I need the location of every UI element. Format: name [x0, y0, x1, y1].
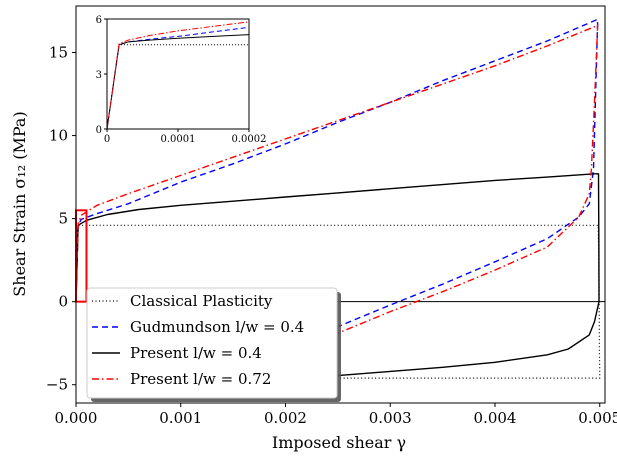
legend-label-gudmundson-l-w-0-4: Gudmundson l/w = 0.4: [130, 318, 304, 336]
x-tick-label: 0.005: [578, 409, 617, 427]
series-line-gudmundson-l-w-0-4: [75, 18, 599, 328]
y-tick-label: 0: [58, 293, 68, 311]
inset-y-axis-ticks: 0 3 6: [96, 15, 107, 136]
main-y-axis-ticks: −5 0 5 10 15: [46, 44, 76, 394]
legend-label-present-l-w-0-4: Present l/w = 0.4: [130, 344, 262, 362]
inset-series-line-classical-plasticity: [106, 44, 249, 130]
main-plot: 0.000 0.001 0.002 0.003 0.004 0.005 −5 0 5 10 15: [46, 5, 617, 427]
inset-y-tick-label: 6: [96, 15, 102, 26]
y-tick-label: 5: [58, 210, 68, 228]
x-tick-label: 0.001: [159, 409, 202, 427]
x-tick-label: 0.002: [264, 409, 307, 427]
x-tick-label: 0.003: [369, 409, 412, 427]
inset-y-tick-label: 3: [96, 70, 102, 81]
y-axis-title: Shear Strain σ₁₂ (MPa): [10, 111, 29, 296]
y-tick-label: 15: [49, 44, 68, 62]
main-x-axis-ticks: 0.000 0.001 0.002 0.003 0.004 0.005: [55, 403, 617, 427]
y-tick-label: 10: [49, 127, 68, 145]
x-axis-title: Imposed shear γ: [272, 433, 406, 452]
legend-box: [86, 287, 338, 399]
inset-x-tick-label: 0: [104, 134, 110, 145]
inset-series-line-gudmundson-l-w-0-4: [106, 26, 250, 130]
main-plot-frame: [75, 5, 606, 404]
inset-plot: 0 0.0001 0.0002 0 3 6: [96, 15, 267, 145]
legend-label-present-l-w-0-72: Present l/w = 0.72: [130, 370, 271, 388]
x-tick-label: 0.000: [55, 409, 98, 427]
series-line-present-l-w-0-72: [75, 23, 599, 334]
x-tick-label: 0.004: [474, 409, 517, 427]
inset-series-line-present-l-w-0-72: [106, 21, 250, 130]
inset-y-tick-label: 0: [96, 125, 102, 136]
series-line-present-l-w-0-4: [75, 173, 600, 377]
legend: Classical Plasticity Gudmundson l/w = 0.4…: [86, 287, 341, 402]
inset-plot-data: [106, 21, 250, 130]
inset-x-tick-label: 0.0001: [161, 134, 196, 145]
y-tick-label: −5: [46, 376, 68, 394]
inset-x-tick-label: 0.0002: [232, 134, 267, 145]
main-plot-data: [75, 18, 605, 379]
inset-x-axis-ticks: 0 0.0001 0.0002: [104, 129, 267, 145]
inset-background: [107, 19, 249, 129]
legend-label-classical-plasticity: Classical Plasticity: [130, 292, 273, 310]
